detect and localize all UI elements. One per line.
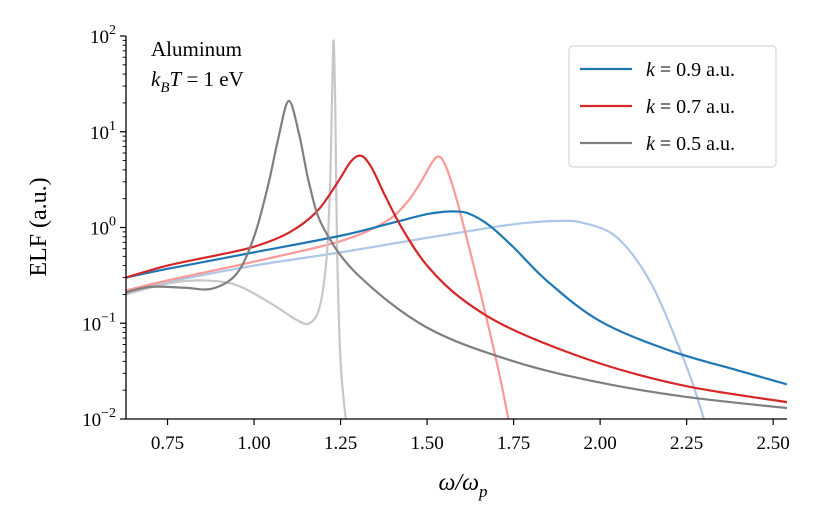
series-line (126, 219, 705, 419)
legend-label: k = 0.5 a.u. (646, 133, 735, 155)
legend-entry: k = 0.7 a.u. (580, 96, 735, 118)
axes (120, 35, 787, 425)
legend-entry: k = 0.9 a.u. (580, 59, 735, 81)
annotation: Aluminum kBT = 1 eV (151, 37, 244, 96)
x-tick-label: 1.25 (324, 433, 357, 454)
x-tick-label: 1.75 (497, 433, 530, 454)
legend-entry: k = 0.5 a.u. (580, 133, 735, 155)
x-tick-label: 2.50 (757, 433, 790, 454)
series-line (126, 155, 510, 419)
series-line (126, 210, 787, 386)
y-tick-label: 100 (90, 215, 116, 240)
legend-label: k = 0.9 a.u. (646, 59, 735, 81)
series-line (126, 99, 787, 410)
x-tick-label: 1.50 (410, 433, 443, 454)
legend-label: k = 0.7 a.u. (646, 96, 735, 118)
series-line (126, 154, 787, 404)
x-tick-label: 2.00 (583, 433, 616, 454)
legend-frame (568, 45, 777, 168)
x-tick-label: 2.25 (670, 433, 703, 454)
x-axis-label: ω/ωp (438, 470, 487, 501)
y-axis-label: ELF (a.u.) (26, 177, 52, 276)
annotation-material: Aluminum (151, 37, 242, 61)
annotation-temperature: kBT = 1 eV (151, 67, 244, 96)
x-tick-label: 1.00 (237, 433, 270, 454)
tick-labels: 0.75 1.00 1.25 1.50 1.75 2.00 2.25 2.50 10−2 10−1… (82, 23, 790, 454)
series-layer (126, 39, 787, 419)
y-tick-label: 10−1 (82, 310, 116, 335)
y-tick-label: 101 (90, 119, 116, 144)
legend: k = 0.9 a.u. k = 0.7 a.u. k = 0.5 a.u. (568, 45, 777, 168)
y-tick-label: 102 (90, 23, 116, 48)
series-line (126, 39, 347, 419)
x-tick-label: 0.75 (151, 433, 184, 454)
y-tick-label: 10−2 (82, 406, 116, 431)
